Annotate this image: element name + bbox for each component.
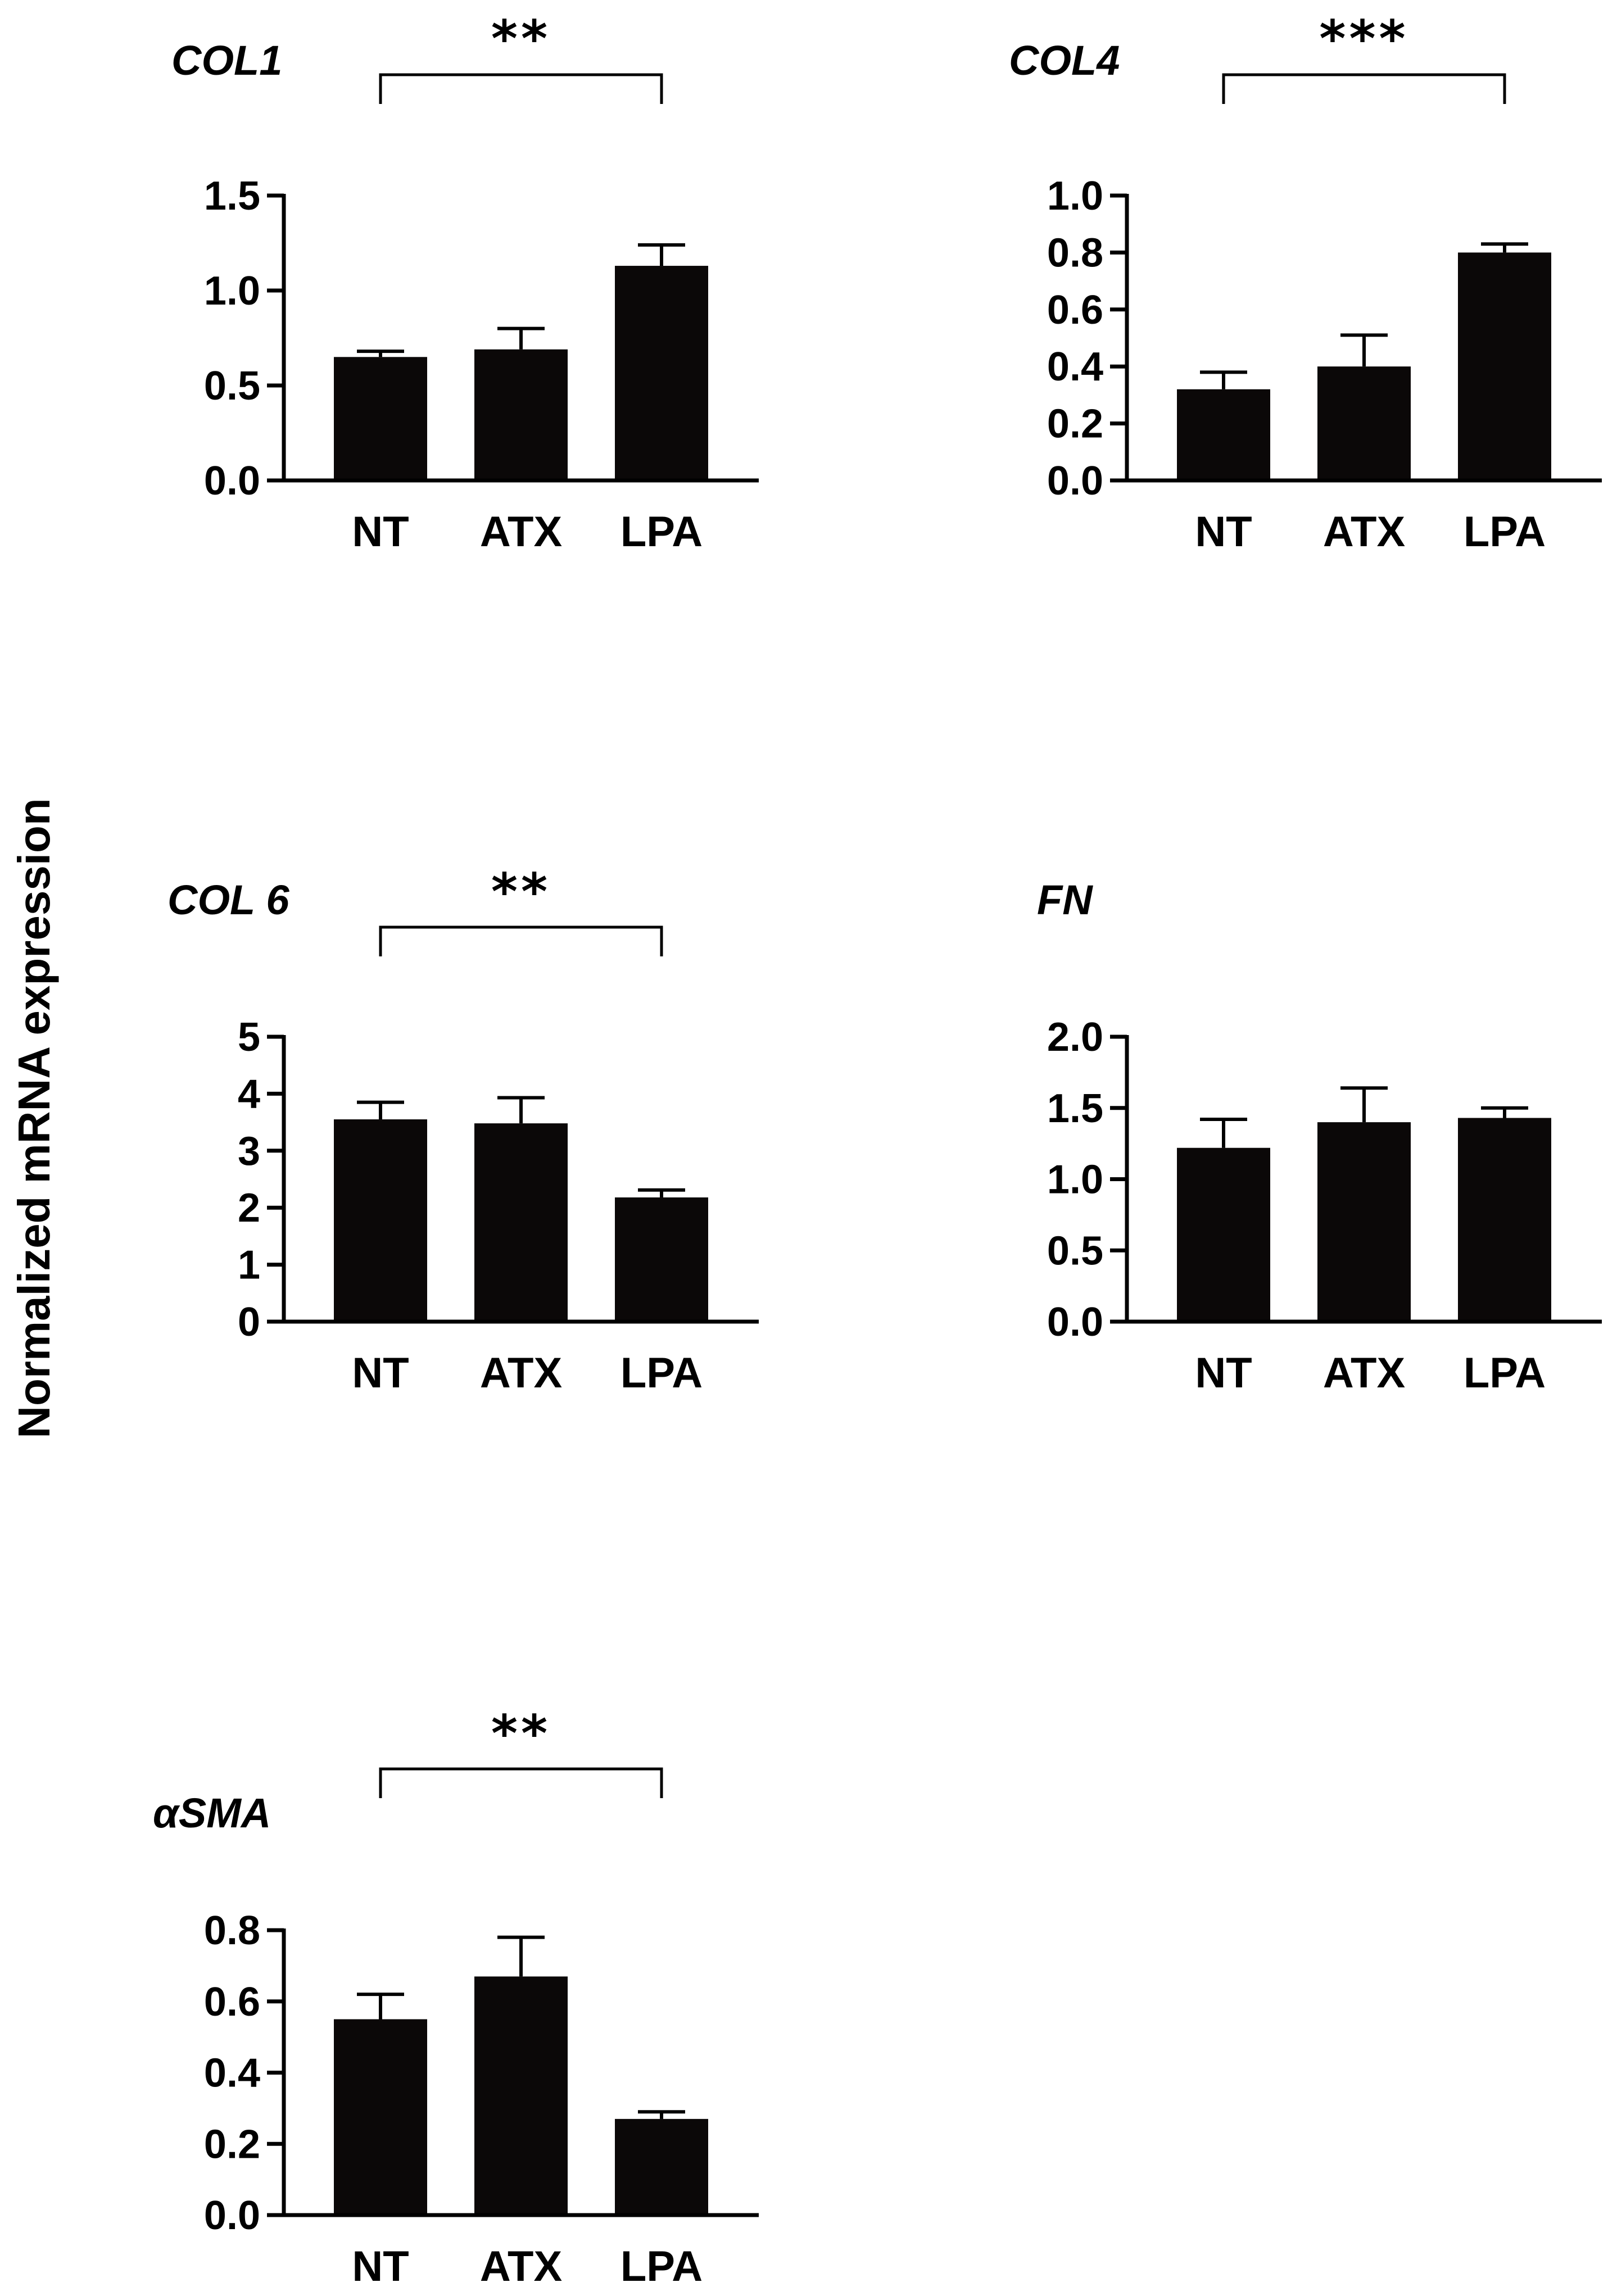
y-tick-label: 0.2 <box>1047 402 1103 447</box>
chart-panel-1: COL1 0.0 0.5 1.0 1.5 NT ATX LPA ** <box>171 10 759 556</box>
x-category-label: ATX <box>480 508 563 556</box>
significance-bracket <box>379 73 663 104</box>
significance-label: ** <box>491 863 551 922</box>
y-tick-label: 0.5 <box>1047 1228 1103 1273</box>
chart-panel-4: FN 0.0 0.5 1.0 1.5 2.0 NT ATX LPA <box>1037 877 1602 1397</box>
x-category-label: NT <box>352 2243 409 2290</box>
y-tick-label: 1 <box>238 1243 260 1288</box>
x-category-label: ATX <box>1323 1349 1406 1397</box>
y-tick-label: 0.0 <box>204 2193 260 2238</box>
x-category-label: NT <box>352 1349 409 1397</box>
bar-nt <box>1177 389 1270 480</box>
bar-nt <box>334 357 427 480</box>
x-category-label: LPA <box>1464 1349 1546 1397</box>
chart-panel-2: COL4 0.0 0.2 0.4 0.6 0.8 1.0 NT ATX LPA *** <box>1009 10 1602 556</box>
y-tick-label: 1.5 <box>1047 1086 1103 1131</box>
bar-nt <box>334 2019 427 2215</box>
bar-nt <box>1177 1147 1270 1322</box>
x-category-label: NT <box>1195 508 1252 556</box>
chart-title: FN <box>1037 877 1093 923</box>
y-tick-label: 0 <box>238 1300 260 1345</box>
y-tick-label: 0.4 <box>1047 344 1103 389</box>
chart-title: COL4 <box>1009 37 1120 84</box>
x-category-label: NT <box>352 508 409 556</box>
x-category-label: LPA <box>620 2243 703 2290</box>
x-category-label: ATX <box>1323 508 1406 556</box>
y-tick-label: 2 <box>238 1186 260 1231</box>
y-axis-label: Normalized mRNA expression <box>9 798 59 1439</box>
y-tick-label: 0.8 <box>1047 230 1103 275</box>
chart-panel-3: COL 6 0 1 2 3 4 5 NT ATX LPA ** <box>167 863 759 1397</box>
bar-lpa <box>615 266 708 480</box>
x-category-label: NT <box>1195 1349 1252 1397</box>
y-tick-label: 0.6 <box>1047 288 1103 333</box>
bar-nt <box>334 1119 427 1322</box>
y-tick-label: 0.0 <box>1047 1300 1103 1345</box>
bar-atx <box>1317 366 1411 480</box>
y-tick-label: 1.0 <box>1047 174 1103 219</box>
y-tick-label: 0.8 <box>204 1908 260 1953</box>
y-tick-label: 1.0 <box>204 269 260 314</box>
bar-atx <box>474 1976 568 2215</box>
bar-atx <box>1317 1122 1411 1322</box>
y-tick-label: 0.6 <box>204 1980 260 2025</box>
bar-lpa <box>615 1197 708 1322</box>
bar-lpa <box>1458 1118 1551 1322</box>
significance-bracket <box>1222 73 1506 104</box>
y-tick-label: 1.0 <box>1047 1158 1103 1203</box>
chart-title: αSMA <box>153 1790 271 1836</box>
x-category-label: ATX <box>480 1349 563 1397</box>
bar-atx <box>474 1123 568 1322</box>
y-tick-label: 0.2 <box>204 2122 260 2167</box>
y-tick-label: 5 <box>238 1015 260 1060</box>
y-tick-label: 3 <box>238 1129 260 1174</box>
x-category-label: LPA <box>620 1349 703 1397</box>
x-category-label: ATX <box>480 2243 563 2290</box>
y-tick-label: 1.5 <box>204 174 260 219</box>
y-tick-label: 0.0 <box>204 459 260 503</box>
significance-label: ** <box>491 10 551 69</box>
y-tick-label: 4 <box>238 1072 260 1117</box>
significance-bracket <box>379 1767 663 1798</box>
significance-label: *** <box>1319 10 1408 69</box>
y-tick-label: 2.0 <box>1047 1015 1103 1060</box>
y-tick-label: 0.0 <box>1047 459 1103 503</box>
bar-lpa <box>1458 252 1551 480</box>
chart-title: COL1 <box>171 37 282 84</box>
significance-bracket <box>379 925 663 956</box>
significance-label: ** <box>491 1704 551 1763</box>
y-tick-label: 0.4 <box>204 2051 260 2096</box>
x-category-label: LPA <box>1464 508 1546 556</box>
bar-lpa <box>615 2118 708 2215</box>
x-category-label: LPA <box>620 508 703 556</box>
chart-title: COL 6 <box>167 877 289 923</box>
bar-atx <box>474 349 568 480</box>
y-tick-label: 0.5 <box>204 364 260 409</box>
chart-panel-5: αSMA 0.0 0.2 0.4 0.6 0.8 NT ATX LPA ** <box>153 1704 759 2290</box>
